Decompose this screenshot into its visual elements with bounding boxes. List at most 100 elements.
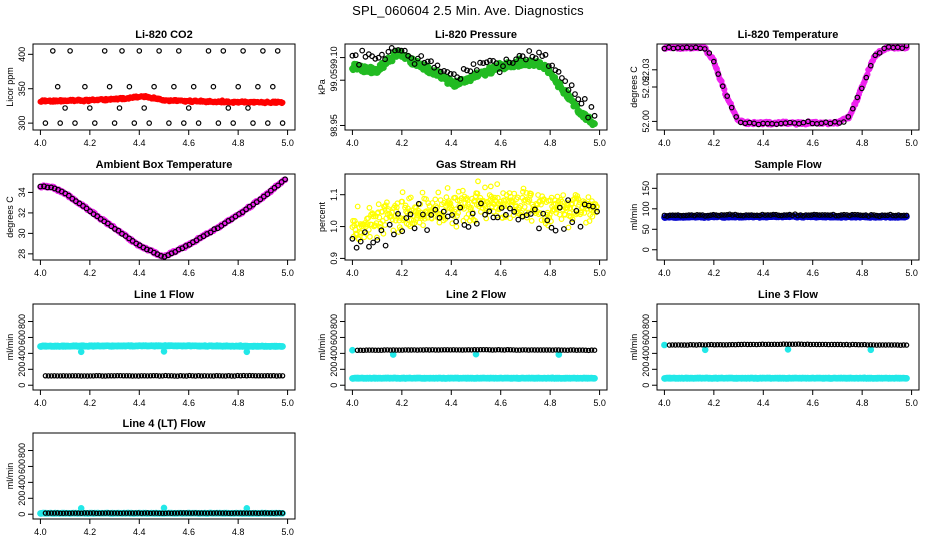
data-point [830,211,837,218]
chart-title: Li-820 CO2 [135,29,192,41]
data-point [882,212,888,219]
data-point [372,55,379,62]
data-point [156,373,163,379]
data-point [568,82,575,89]
data-point [407,194,414,201]
y-tick-label: 30 [17,228,27,238]
data-point [434,62,441,69]
data-point [126,83,133,90]
data-point [395,47,402,53]
series [37,342,286,356]
x-tick-label: 5.0 [593,268,606,278]
y-axis-label: ml/min [629,334,639,361]
data-point [108,223,115,230]
y-tick-label: 200 [17,491,27,506]
x-tick-label: 4.4 [133,138,146,148]
data-point [411,347,418,353]
data-point [581,95,588,102]
data-point [349,235,356,242]
data-point [498,204,505,211]
data-point [111,510,118,516]
data-point [276,510,283,516]
data-point [888,342,895,348]
data-point [120,373,127,379]
data-point [129,373,136,379]
data-point [857,212,864,219]
data-point [160,504,168,512]
data-point [42,120,49,126]
data-point [192,373,199,379]
data-point [780,341,787,347]
data-point [813,212,820,218]
series [37,93,286,107]
data-point [186,510,193,516]
data-point [357,238,364,245]
data-point [468,347,475,353]
data-point [378,224,384,231]
data-point [245,105,251,111]
data-point [559,75,565,81]
chart-title: Gas Stream RH [436,159,516,171]
data-point [108,373,115,379]
data-point [567,204,574,211]
data-point [589,198,595,205]
data-point [528,217,535,224]
data-point [589,213,596,220]
data-point [93,510,100,516]
y-tick-label: 800 [641,314,651,329]
y-tick-label: 800 [329,314,339,329]
x-tick-label: 4.4 [757,138,770,148]
data-point [478,200,484,207]
data-point [42,373,49,379]
data-point [690,342,697,348]
chart-panel: Sample Flow 4.0 4.2 4.4 4.6 4.8 5.0 0 50 100 150ml… [629,159,920,278]
data-point [701,346,709,354]
data-point [234,372,241,379]
data-point [222,373,229,379]
data-point [201,373,208,379]
data-point [520,188,526,195]
data-point [558,216,565,223]
data-point [467,68,474,75]
data-point [424,227,431,234]
data-point [278,179,285,185]
data-point [123,510,130,516]
data-point [824,212,831,218]
data-point [138,510,145,516]
data-point [879,212,885,219]
data-point [201,510,208,516]
data-point [228,216,235,223]
data-point [741,341,748,347]
data-point [261,510,268,516]
data-point [762,212,768,219]
plot-frame [656,173,920,261]
data-point [49,48,56,54]
data-point [105,373,112,379]
series [37,176,289,260]
data-point [843,341,850,348]
data-point [273,510,280,516]
data-point [216,373,223,379]
data-point [537,210,544,217]
data-point [48,184,54,191]
data-point [354,203,361,210]
chart-panel: Li-820 Pressure 4.0 4.2 4.4 4.6 4.8 5.0 98.95 99… [317,29,608,148]
data-point [560,192,567,199]
data-point [724,212,730,218]
data-point [773,211,779,218]
data-point [144,373,151,379]
data-point [801,341,808,348]
data-point [378,227,385,234]
data-point [255,83,261,90]
y-tick-label: 150 [641,181,651,196]
x-tick-label: 4.6 [182,398,195,408]
data-point [531,347,538,353]
data-point [258,373,265,379]
x-tick-label: 4.2 [708,138,721,148]
data-point [477,347,484,353]
data-point [146,120,153,126]
data-point [729,341,736,348]
x-tick-label: 4.8 [544,268,557,278]
data-point [800,213,807,219]
data-point [432,347,439,353]
